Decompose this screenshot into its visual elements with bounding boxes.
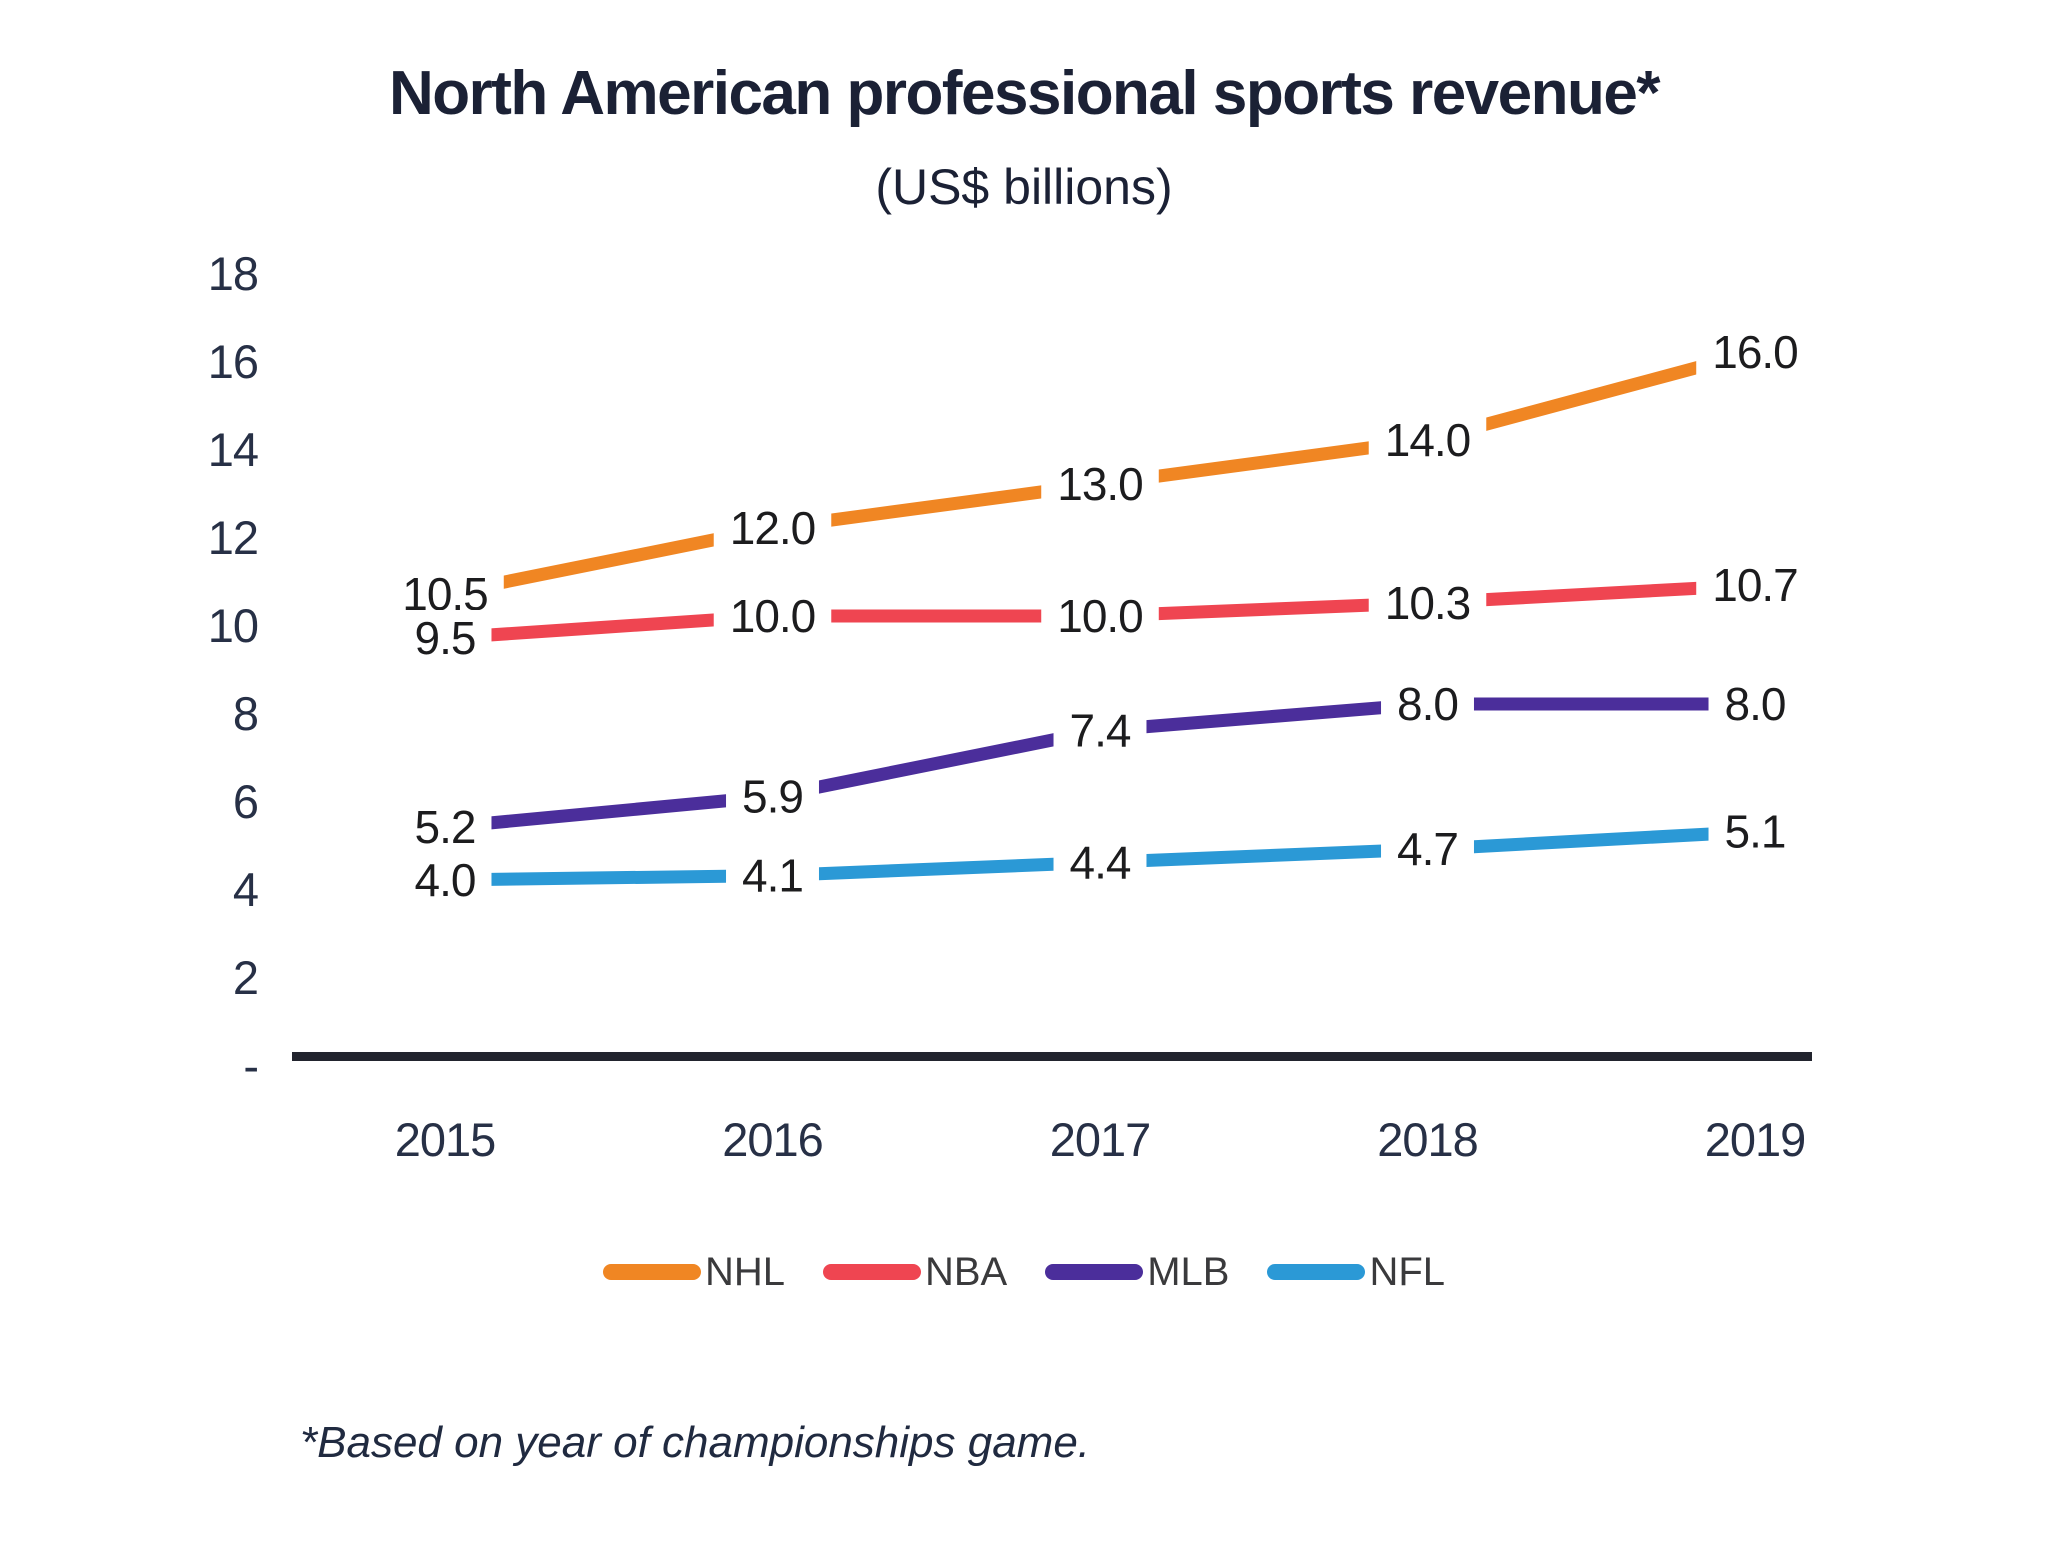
y-axis-tick-label: 2 (233, 951, 258, 1004)
data-label: 16.0 (1712, 326, 1798, 378)
y-axis-tick-label: - (243, 1039, 258, 1092)
chart-title: North American professional sports reven… (388, 59, 1661, 128)
data-label: 7.4 (1070, 704, 1131, 756)
legend-label: MLB (1147, 1249, 1230, 1294)
legend-label: NBA (924, 1249, 1008, 1294)
data-label: 4.0 (415, 854, 476, 906)
x-axis-tick-label: 2016 (722, 1113, 823, 1166)
data-label: 8.0 (1725, 678, 1786, 730)
data-label: 8.0 (1397, 678, 1458, 730)
x-axis-tick-label: 2018 (1377, 1113, 1478, 1166)
data-label-background (398, 799, 492, 856)
legend-item-nhl: NHL (602, 1249, 785, 1295)
data-label-background (398, 852, 492, 908)
data-label-background (713, 500, 832, 556)
data-label-background (1041, 456, 1159, 512)
y-axis-tick-label: 4 (233, 863, 258, 916)
data-label: 10.7 (1712, 559, 1798, 611)
x-axis-tick-label: 2017 (1050, 1113, 1151, 1166)
legend-swatch-nfl (1267, 1264, 1366, 1280)
y-axis-tick-label: 18 (208, 247, 258, 300)
y-axis-tick-label: 12 (208, 511, 258, 564)
legend-label: NFL (1369, 1249, 1446, 1294)
data-label-background (1041, 588, 1159, 644)
data-label: 9.5 (415, 612, 476, 664)
legend-swatch-nhl (602, 1264, 701, 1280)
data-label: 14.0 (1385, 414, 1471, 466)
data-label-background (1708, 676, 1802, 732)
legend-item-nfl: NFL (1267, 1250, 1445, 1295)
data-label: 4.4 (1070, 836, 1131, 888)
data-label-background (726, 768, 819, 825)
data-label-background (1696, 324, 1814, 380)
data-label: 4.1 (742, 850, 803, 902)
data-label: 10.3 (1385, 577, 1471, 629)
legend: NHL NBA MLB NFL (42, 1244, 2006, 1300)
data-label: 13.0 (1057, 458, 1143, 510)
legend-label: NHL (704, 1249, 785, 1294)
data-label-background (1053, 702, 1147, 759)
data-label: 5.2 (415, 801, 476, 853)
data-label-background (713, 588, 832, 644)
data-label-background (726, 847, 819, 904)
data-label: 4.7 (1397, 823, 1458, 875)
data-label: 5.9 (742, 770, 803, 822)
y-axis-tick-label: 14 (208, 423, 258, 476)
data-label-background (1368, 412, 1487, 468)
x-axis-tick-label: 2019 (1705, 1113, 1806, 1166)
legend-swatch-mlb (1045, 1264, 1144, 1280)
data-label-background (1381, 676, 1474, 732)
data-label: 10.0 (730, 590, 816, 642)
data-label-background (398, 610, 492, 666)
data-label: 12.0 (730, 502, 816, 554)
legend-swatch-nba (822, 1264, 921, 1280)
data-label-background (1696, 557, 1814, 614)
y-axis-tick-label: 8 (233, 687, 258, 740)
legend-item-mlb: MLB (1045, 1250, 1229, 1295)
y-axis-tick-label: 10 (208, 599, 258, 652)
data-label-background (1708, 803, 1802, 860)
footnote: *Based on year of championships game. (300, 1418, 1091, 1467)
legend-item-nba: NBA (822, 1249, 1008, 1295)
data-label-background (1368, 574, 1487, 631)
x-axis-line (292, 1052, 1812, 1061)
y-axis-tick-label: 16 (208, 335, 258, 388)
data-label-background (1381, 821, 1474, 878)
data-label: 5.1 (1725, 806, 1786, 858)
data-label-background (1053, 834, 1147, 891)
data-label: 10.0 (1057, 590, 1143, 642)
y-axis-tick-label: 6 (233, 775, 258, 828)
x-axis-tick-label: 2015 (395, 1113, 496, 1166)
chart-subtitle: (US$ billions) (875, 159, 1173, 215)
